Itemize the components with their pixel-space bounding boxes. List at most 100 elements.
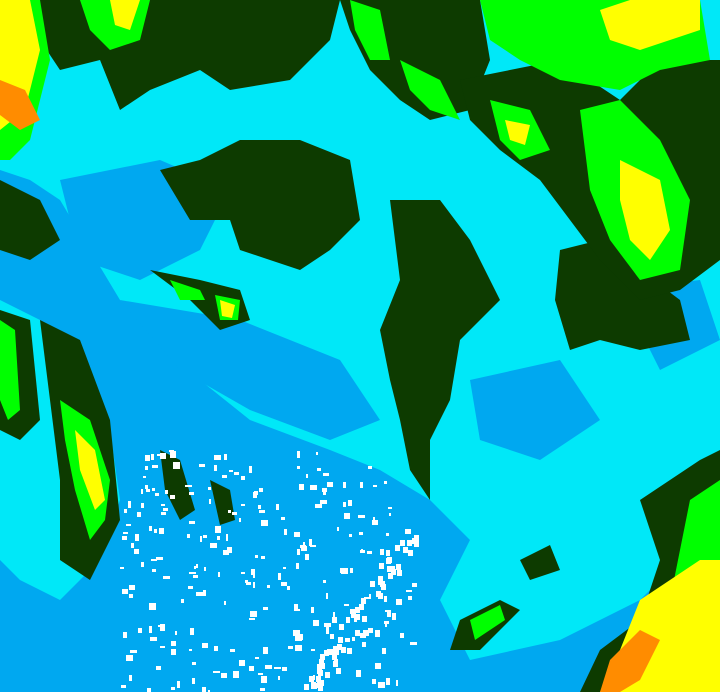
white-speck <box>223 550 229 555</box>
white-speck <box>241 572 245 574</box>
white-speck <box>156 666 161 670</box>
white-speck <box>123 632 127 638</box>
white-speck <box>306 474 308 478</box>
white-speck <box>160 646 165 648</box>
white-speck <box>221 673 227 678</box>
white-speck <box>384 596 387 602</box>
white-speck <box>350 609 354 614</box>
white-speck <box>189 572 196 574</box>
white-speck <box>367 551 372 554</box>
white-speck <box>327 649 332 655</box>
white-speck <box>368 628 373 633</box>
white-speck <box>336 668 341 674</box>
white-speck <box>214 455 221 460</box>
white-speck <box>141 562 144 567</box>
white-speck <box>309 676 314 682</box>
white-speck <box>187 534 190 538</box>
white-speck <box>332 617 337 623</box>
white-speck <box>278 573 281 580</box>
white-speck <box>351 612 356 618</box>
white-speck <box>386 678 390 685</box>
white-speck <box>389 513 391 516</box>
white-speck <box>261 520 268 526</box>
white-speck <box>192 662 196 665</box>
white-speck <box>385 623 387 627</box>
white-speck <box>128 501 131 508</box>
white-speck <box>263 647 268 654</box>
white-speck <box>196 564 198 568</box>
white-speck <box>157 454 163 456</box>
white-speck <box>188 586 193 589</box>
white-speck <box>362 642 366 647</box>
white-speck <box>297 634 303 640</box>
white-speck <box>349 534 352 537</box>
white-speck <box>323 490 326 495</box>
white-speck <box>163 508 168 511</box>
white-speck <box>373 485 377 487</box>
white-speck <box>199 464 205 467</box>
white-speck <box>380 549 384 555</box>
white-speck <box>194 566 196 569</box>
white-speck <box>200 536 202 542</box>
white-speck <box>141 503 144 508</box>
white-speck <box>129 585 135 590</box>
white-speck <box>121 685 126 688</box>
white-speck <box>230 649 235 652</box>
white-speck <box>396 680 398 686</box>
white-speck <box>361 598 366 604</box>
white-speck <box>122 589 128 594</box>
white-speck <box>388 507 392 509</box>
white-speck <box>397 570 402 576</box>
white-speck <box>355 630 360 636</box>
white-speck <box>359 532 363 535</box>
white-speck <box>203 590 206 596</box>
white-speck <box>323 473 329 476</box>
white-speck <box>392 613 396 620</box>
white-speck <box>261 676 267 683</box>
white-speck <box>258 505 261 509</box>
white-speck <box>196 592 203 596</box>
white-speck <box>300 545 306 548</box>
white-speck <box>173 462 180 469</box>
white-speck <box>346 617 350 623</box>
white-speck <box>396 564 401 570</box>
white-speck <box>369 594 371 599</box>
white-speck <box>265 665 272 669</box>
white-speck <box>332 654 337 660</box>
white-speck <box>310 485 317 490</box>
white-speck <box>192 678 195 684</box>
white-speck <box>185 485 192 487</box>
white-speck <box>232 512 237 515</box>
white-speck <box>141 489 143 494</box>
white-speck <box>375 630 380 637</box>
white-speck <box>189 521 195 524</box>
white-speck <box>372 679 376 684</box>
white-speck <box>222 475 227 478</box>
white-speck <box>135 534 139 541</box>
white-speck <box>337 527 339 531</box>
white-speck <box>120 567 124 569</box>
white-speck <box>311 607 314 613</box>
white-speck <box>170 451 176 458</box>
white-speck <box>131 543 134 548</box>
white-speck <box>149 603 156 610</box>
white-speck <box>378 682 385 688</box>
white-speck <box>313 620 319 626</box>
white-speck <box>161 504 165 506</box>
white-speck <box>181 599 184 603</box>
white-speck <box>347 648 352 654</box>
white-speck <box>241 476 245 480</box>
white-speck <box>407 540 412 546</box>
white-speck <box>260 688 265 691</box>
white-speck <box>160 624 165 631</box>
white-speck <box>295 645 302 651</box>
white-speck <box>129 675 132 681</box>
white-speck <box>204 567 206 571</box>
white-speck <box>161 512 166 515</box>
white-speck <box>151 559 157 561</box>
white-speck <box>343 482 346 488</box>
white-speck <box>319 659 324 665</box>
white-speck <box>149 526 152 531</box>
white-speck <box>228 510 231 513</box>
white-speck <box>249 666 254 671</box>
